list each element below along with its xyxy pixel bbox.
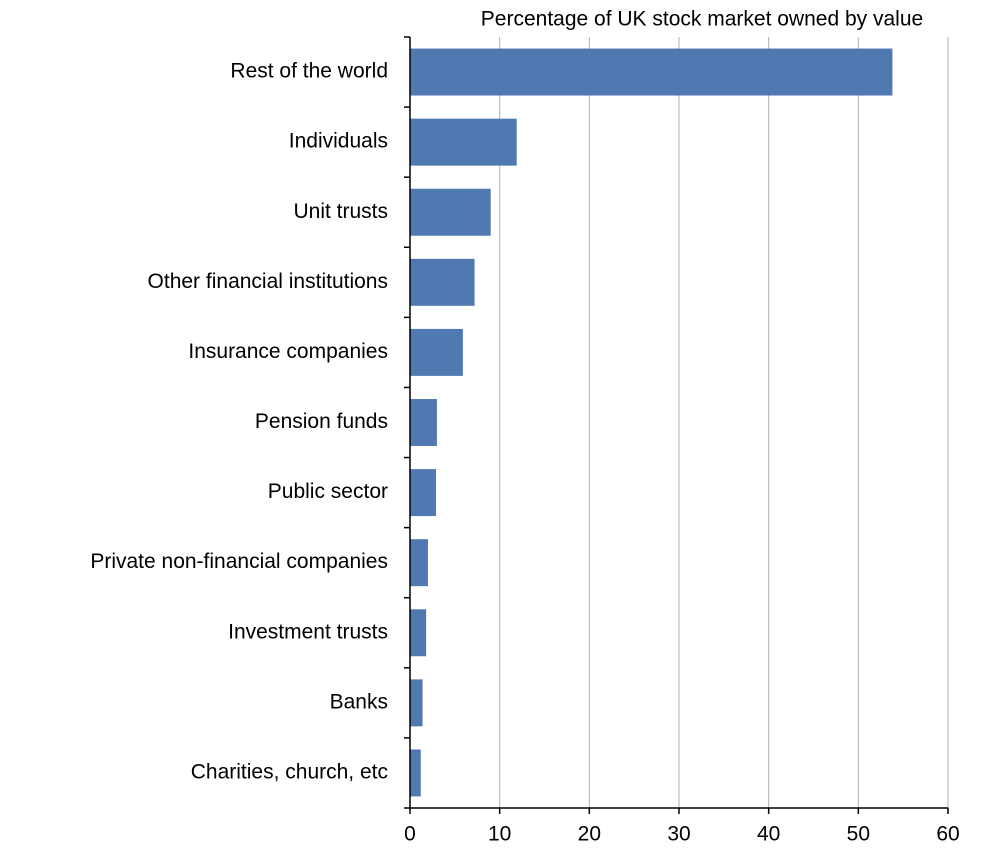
- y-tick-label: Investment trusts: [228, 620, 388, 643]
- bar: [410, 539, 428, 587]
- y-tick-label: Other financial institutions: [148, 270, 388, 293]
- bar: [410, 258, 475, 306]
- bar: [410, 749, 421, 797]
- y-tick-label: Charities, church, etc: [191, 761, 388, 784]
- bar: [410, 48, 893, 96]
- y-tick-label: Rest of the world: [230, 60, 388, 83]
- x-tick-label: 40: [757, 823, 780, 846]
- y-tick-label: Insurance companies: [188, 340, 388, 363]
- y-tick-label: Banks: [330, 690, 388, 713]
- x-tick-label: 0: [404, 823, 416, 846]
- bar: [410, 328, 463, 376]
- x-tick-label: 60: [936, 823, 959, 846]
- bar: [410, 469, 437, 517]
- x-tick-label: 20: [578, 823, 601, 846]
- bar: [410, 399, 437, 446]
- bar: [410, 118, 517, 166]
- x-tick-label: 50: [847, 823, 870, 846]
- x-tick-label: 10: [488, 823, 511, 846]
- x-tick-label: 30: [667, 823, 690, 846]
- bar: [410, 609, 427, 657]
- y-tick-label: Public sector: [268, 480, 388, 503]
- bar: [410, 679, 423, 727]
- y-tick-label: Individuals: [289, 130, 388, 153]
- bar: [410, 188, 491, 236]
- y-tick-label: Pension funds: [255, 410, 388, 433]
- chart-title: Percentage of UK stock market owned by v…: [481, 8, 923, 31]
- y-tick-label: Private non-financial companies: [90, 550, 388, 573]
- y-tick-label: Unit trusts: [293, 200, 388, 223]
